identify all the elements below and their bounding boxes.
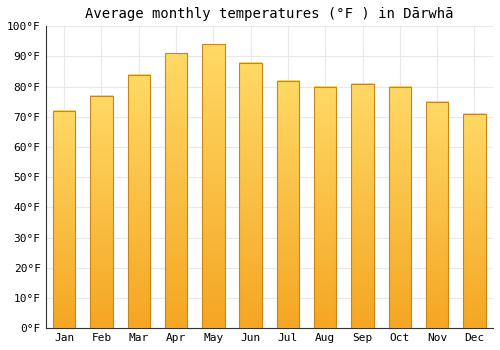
Title: Average monthly temperatures (°F ) in Dārwhā: Average monthly temperatures (°F ) in Dā… (85, 7, 454, 21)
